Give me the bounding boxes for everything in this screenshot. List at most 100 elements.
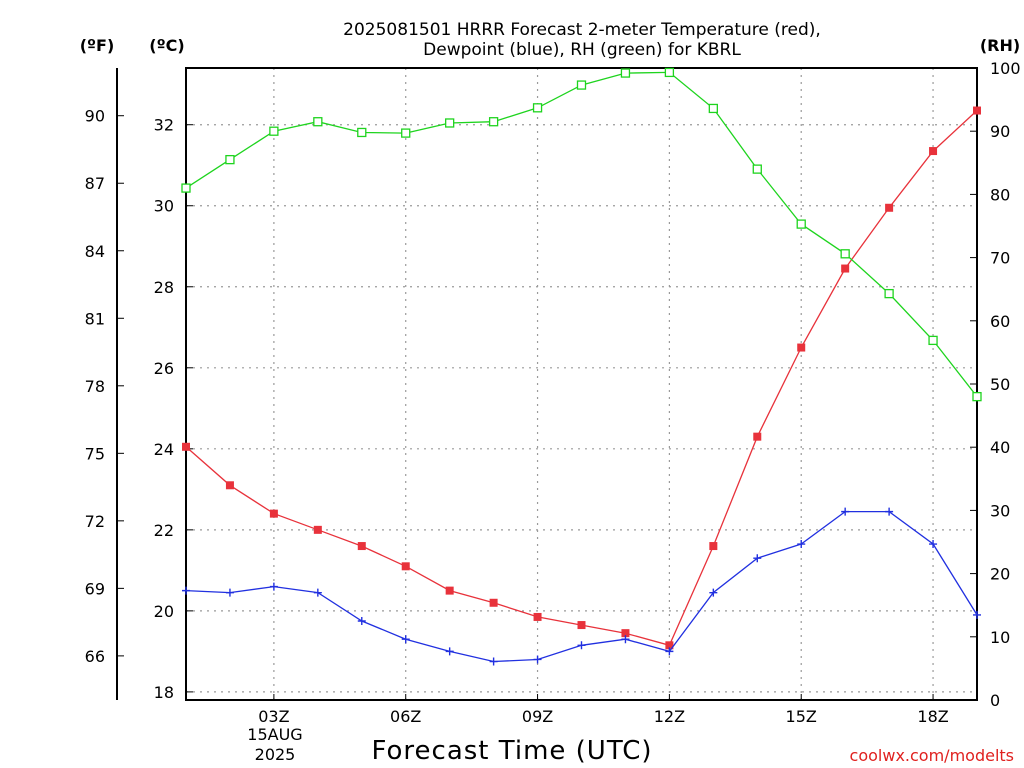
rh-tick-label: 20 xyxy=(990,565,1010,584)
grid xyxy=(186,68,977,700)
temperature-point xyxy=(269,509,278,518)
dewpoint-line xyxy=(185,510,978,663)
dewpoint-point xyxy=(841,507,850,516)
celsius-tick-label: 22 xyxy=(154,521,174,540)
rh-point xyxy=(576,80,587,90)
rh-point xyxy=(357,127,367,138)
temperature-point xyxy=(489,598,498,607)
series xyxy=(181,67,982,666)
rh-tick-label: 70 xyxy=(990,249,1010,268)
x-tick-label: 15Z xyxy=(786,707,817,726)
rh-point xyxy=(664,67,675,78)
temperature-point xyxy=(577,621,586,630)
chart-title-line1: 2025081501 HRRR Forecast 2-meter Tempera… xyxy=(343,20,821,40)
dewpoint-point xyxy=(489,657,498,666)
rh-tick-label: 30 xyxy=(990,501,1010,520)
date-label-day: 15AUG xyxy=(247,725,302,744)
plot-frame xyxy=(185,67,978,701)
celsius-tick-label: 28 xyxy=(154,278,174,297)
fahrenheit-tick-label: 84 xyxy=(85,242,105,261)
dewpoint-point xyxy=(445,647,454,656)
x-tick-label: 06Z xyxy=(390,707,421,726)
dewpoint-point xyxy=(533,655,542,664)
fahrenheit-tick-label: 87 xyxy=(85,174,105,193)
rh-tick-label: 80 xyxy=(990,185,1010,204)
temperature-point xyxy=(533,612,542,621)
watermark-text: coolwx.com/modelts xyxy=(850,746,1014,765)
celsius-tick-label: 18 xyxy=(154,683,174,702)
celsius-tick-label: 32 xyxy=(154,116,174,135)
x-tick-label: 09Z xyxy=(522,707,553,726)
temperature-point xyxy=(621,629,630,638)
rh-tick-label: 0 xyxy=(990,691,1000,710)
celsius-unit-label: (ºC) xyxy=(149,36,184,55)
celsius-tick-label: 24 xyxy=(154,440,174,459)
temperature-point xyxy=(753,432,762,441)
celsius-tick-label: 30 xyxy=(154,197,174,216)
fahrenheit-tick-label: 72 xyxy=(85,512,105,531)
dewpoint-point xyxy=(225,588,234,597)
rh-tick-label: 90 xyxy=(990,122,1010,141)
rh-point xyxy=(313,117,323,127)
dewpoint-point xyxy=(665,647,674,656)
rh-point xyxy=(532,103,543,113)
rh-point xyxy=(181,183,191,193)
dewpoint-point xyxy=(269,582,278,591)
dewpoint-point xyxy=(313,588,322,597)
fahrenheit-tick-label: 90 xyxy=(85,107,105,126)
rh-point xyxy=(884,288,894,299)
temperature-point xyxy=(313,525,322,534)
celsius-tick-label: 20 xyxy=(154,602,174,621)
rh-point xyxy=(445,118,455,128)
dewpoint-point xyxy=(357,617,366,625)
rh-point xyxy=(796,219,806,229)
fahrenheit-tick-label: 75 xyxy=(85,444,105,463)
dewpoint-point xyxy=(577,641,586,650)
rh-tick-label: 50 xyxy=(990,375,1010,394)
x-axis-title: Forecast Time (UTC) xyxy=(371,736,652,766)
temperature-point xyxy=(885,203,894,212)
rh-tick-label: 10 xyxy=(990,628,1010,647)
temperature-point xyxy=(929,147,938,156)
temperature-point xyxy=(841,264,850,273)
dewpoint-point xyxy=(797,540,806,549)
rh-point xyxy=(928,335,938,346)
rh-point xyxy=(225,154,235,165)
rh-tick-label: 40 xyxy=(990,438,1010,457)
rh-point xyxy=(620,68,631,78)
fahrenheit-tick-label: 69 xyxy=(85,579,105,598)
rh-point xyxy=(752,164,762,174)
rh-tick-label: 100 xyxy=(990,59,1021,78)
rh-line xyxy=(185,71,978,398)
temperature-point xyxy=(401,562,410,571)
fahrenheit-tick-label: 78 xyxy=(85,377,105,396)
temperature-point xyxy=(665,641,674,650)
fahrenheit-unit-label: (ºF) xyxy=(80,36,115,55)
temperature-point xyxy=(445,586,454,595)
dewpoint-point xyxy=(753,554,762,563)
temperature-point xyxy=(225,481,234,490)
rh-point xyxy=(708,103,718,114)
rh-unit-label: (RH) xyxy=(980,36,1020,55)
dewpoint-point xyxy=(401,635,410,644)
dewpoint-point xyxy=(973,610,981,619)
rh-point xyxy=(488,117,499,127)
date-label-year: 2025 xyxy=(255,745,296,764)
x-tick-label: 18Z xyxy=(917,707,948,726)
dewpoint-point xyxy=(621,635,630,644)
temperature-point xyxy=(182,442,190,451)
rh-point xyxy=(840,249,850,259)
dewpoint-point xyxy=(709,588,718,597)
temperature-point xyxy=(709,542,718,551)
dewpoint-point xyxy=(885,507,894,516)
rh-point xyxy=(972,391,982,402)
x-tick-label: 03Z xyxy=(258,707,289,726)
rh-point xyxy=(269,126,279,136)
temperature-point xyxy=(797,343,806,352)
x-tick-label: 12Z xyxy=(654,707,685,726)
celsius-tick-label: 26 xyxy=(154,359,174,378)
fahrenheit-tick-label: 81 xyxy=(85,309,105,328)
dewpoint-point xyxy=(182,586,190,595)
